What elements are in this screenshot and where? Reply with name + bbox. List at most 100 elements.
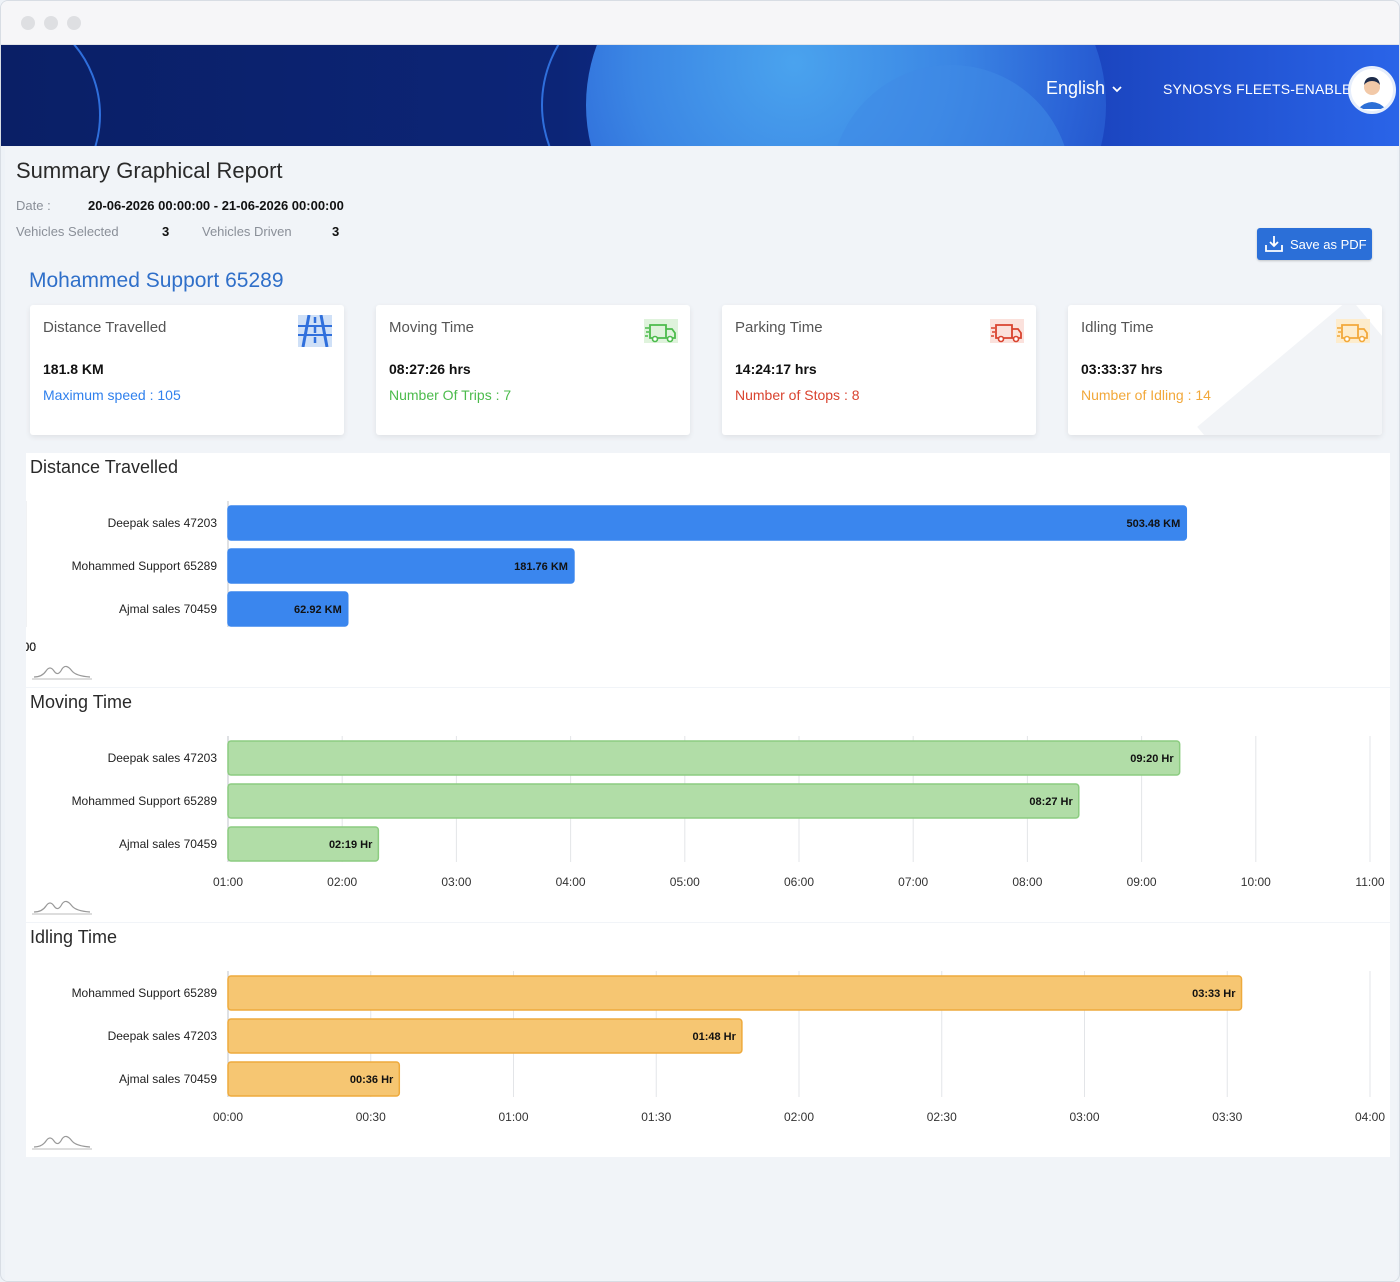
idling-time-chart-panel: Idling Time 00:00 00:30 01:00 01:30 02:00 02:… [26,923,1390,1157]
bar [227,1061,401,1097]
tick-label: 01:00 [213,875,243,889]
company-name: SYNOSYS FLEETS-ENABLED [1163,81,1362,97]
banner-decoration [541,45,781,146]
avatar[interactable] [1348,66,1396,114]
tick-label: 04:00 [556,875,586,889]
bar [227,740,1181,776]
bar [227,505,1188,541]
parked-truck-icon [990,319,1024,343]
tick-label: 09:00 [1127,875,1157,889]
idle-truck-icon [1336,319,1370,343]
bar-data-label: 08:27 Hr [1029,796,1073,808]
category-label: Ajmal sales 70459 [119,1072,217,1086]
tick-label: 300 [26,640,36,654]
bar-data-label: 503.48 KM [1126,518,1180,530]
card-parking-time: Parking Time 14:24:17 hrs Number of Stop… [722,305,1036,435]
card-value: 181.8 KM [43,361,104,377]
language-selector[interactable]: English [1046,78,1123,99]
page-title: Summary Graphical Report [16,158,283,183]
card-value: 08:27:26 hrs [389,361,471,377]
tick-label: 05:00 [670,875,700,889]
vehicles-driven-label: Vehicles Driven [202,224,292,239]
category-label: Mohammed Support 65289 [72,986,218,1000]
card-value: 03:33:37 hrs [1081,361,1163,377]
banner-decoration [1,45,101,146]
bar [227,591,349,627]
category-label: Deepak sales 47203 [108,1029,218,1043]
chevron-down-icon [1112,85,1122,92]
window-chrome [1,1,1399,45]
date-label: Date : [16,198,51,213]
tick-label: 03:30 [1212,1110,1242,1124]
window-maximize-dot[interactable] [67,16,81,30]
bar [227,1018,743,1054]
category-label: Mohammed Support 65289 [72,559,218,573]
card-subtext: Maximum speed : 105 [43,387,181,403]
card-value: 14:24:17 hrs [735,361,817,377]
card-subtext: Number of Idling : 14 [1081,387,1211,403]
moving-time-chart: 01:00 02:00 03:00 04:00 05:00 06:00 07:00 08:00… [72,736,1385,889]
bar-data-label: 01:48 Hr [692,1031,736,1043]
bar [227,548,575,584]
bar-data-label: 62.92 KM [294,604,342,616]
tick-label: 02:00 [327,875,357,889]
tick-label: 03:00 [441,875,471,889]
card-subtext: Number Of Trips : 7 [389,387,512,403]
tick-label: 01:00 [498,1110,528,1124]
moving-time-chart-panel: Moving Time 01:00 02:00 03:00 04:00 05:00 06:… [26,688,1390,922]
card-idling-time: Idling Time 03:33:37 hrs Number of Idlin… [1068,305,1382,435]
save-as-pdf-button[interactable]: Save as PDF [1257,228,1372,260]
moving-truck-icon [644,319,678,343]
card-title: Parking Time [735,319,823,336]
tick-label: 10:00 [1241,875,1271,889]
chart-title: Moving Time [30,692,133,712]
sparkline-icon [32,1135,92,1150]
tick-label: 07:00 [898,875,928,889]
card-moving-time: Moving Time 08:27:26 hrs Number Of Trips… [376,305,690,435]
tick-label: 08:00 [1012,875,1042,889]
tick-label: 00:30 [356,1110,386,1124]
card-title: Idling Time [1081,319,1154,336]
tick-label: 400 [26,640,36,654]
tick-label: 600 [26,640,36,654]
card-subtext: Number of Stops : 8 [735,387,860,403]
tick-label: 04:00 [1355,1110,1385,1124]
chart-title: Distance Travelled [30,457,179,477]
vehicles-selected-value: 3 [162,224,170,239]
category-label: Deepak sales 47203 [108,516,218,530]
distance-chart: 0100200300400500600 Deepak sales 47203 503… [26,501,1188,654]
vehicles-selected-label: Vehicles Selected [16,224,119,239]
distance-chart-panel: Distance Travelled 0100200300400500600 De… [26,453,1390,687]
category-label: Ajmal sales 70459 [119,837,217,851]
category-label: Ajmal sales 70459 [119,602,217,616]
bar [227,975,1243,1011]
sparkline-icon [32,900,92,915]
save-as-pdf-label: Save as PDF [1290,236,1367,252]
category-label: Mohammed Support 65289 [72,794,218,808]
header-banner: English SYNOSYS FLEETS-ENABLED [1,45,1399,146]
tick-label: 02:00 [784,1110,814,1124]
tick-label: 02:30 [927,1110,957,1124]
tick-label: 200 [26,640,36,654]
user-avatar-icon [1351,69,1393,111]
report-content: Summary Graphical Report Date : 20-06-20… [5,147,1397,1281]
window-minimize-dot[interactable] [44,16,58,30]
vehicle-name: Mohammed Support 65289 [29,269,284,292]
tick-label: 0 [26,640,30,654]
chart-title: Idling Time [30,927,118,947]
bar [227,783,1080,819]
window-close-dot[interactable] [21,16,35,30]
bar-data-label: 09:20 Hr [1130,753,1174,765]
bar-data-label: 181.76 KM [514,561,568,573]
card-title: Distance Travelled [43,319,167,336]
tick-label: 06:00 [784,875,814,889]
language-label: English [1046,78,1106,98]
download-icon [1265,236,1283,252]
bar [227,826,380,862]
card-title: Moving Time [389,319,475,336]
card-distance-travelled: Distance Travelled 181.8 KM Maximum spee… [30,305,344,435]
date-value: 20-06-2026 00:00:00 - 21-06-2026 00:00:0… [88,198,344,213]
vehicles-driven-value: 3 [332,224,340,239]
tick-label: 100 [26,640,36,654]
